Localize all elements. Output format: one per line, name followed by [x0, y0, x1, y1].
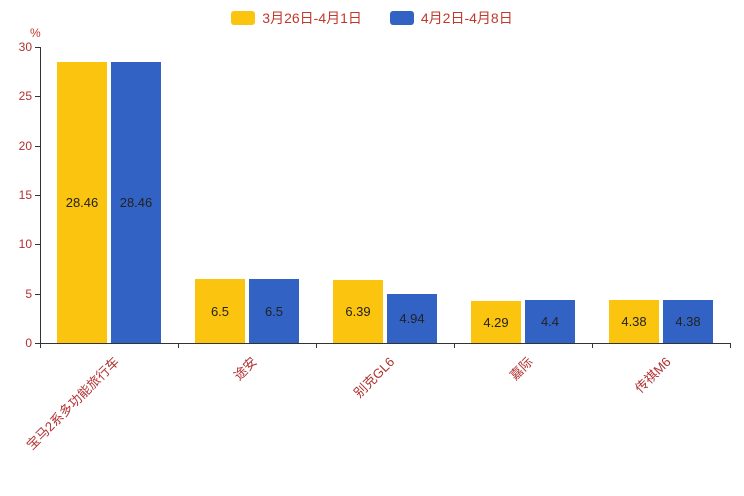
y-axis-tick [35, 343, 40, 344]
bar-series1[interactable]: 6.39 [333, 280, 383, 343]
bar-value-label: 4.4 [540, 314, 560, 329]
legend-item-series2[interactable]: 4月2日-4月8日 [389, 8, 513, 28]
bar-value-label: 28.46 [65, 195, 99, 210]
bar-value-label: 28.46 [119, 195, 153, 210]
bar-value-label: 4.29 [483, 314, 509, 330]
y-axis-tick-label: 25 [18, 89, 32, 104]
bar-value-label: 4.94 [399, 311, 425, 326]
x-axis-line [40, 343, 730, 344]
bar-value-label: 6.5 [264, 303, 284, 319]
legend: 3月26日-4月1日 4月2日-4月8日 [0, 8, 744, 28]
legend-item-series1[interactable]: 3月26日-4月1日 [231, 8, 362, 28]
bar-series2[interactable]: 4.4 [525, 300, 575, 343]
bar-series1[interactable]: 6.5 [195, 279, 245, 343]
bar-series2[interactable]: 4.38 [663, 300, 713, 343]
y-axis-unit-label: % [30, 26, 41, 40]
y-axis-tick-label: 10 [18, 237, 32, 252]
bar-value-label: 4.38 [675, 314, 701, 329]
y-axis-tick-label: 20 [18, 138, 32, 153]
y-axis-tick [35, 96, 40, 98]
y-axis-tick [35, 145, 40, 147]
x-axis-tick [316, 343, 317, 348]
bar-series2[interactable]: 4.94 [387, 294, 437, 343]
bar-series1[interactable]: 28.46 [57, 62, 107, 343]
bar-value-label: 6.5 [210, 303, 230, 319]
y-axis-tick [35, 47, 40, 48]
x-axis-tick [40, 343, 41, 348]
y-axis-line [40, 47, 41, 344]
bar-series1[interactable]: 4.29 [471, 301, 521, 343]
x-axis-category-label: 宝马2系多功能旅行车 [23, 354, 122, 453]
legend-swatch-yellow-icon [231, 11, 256, 25]
plot-area: 0 5 10 15 20 25 30 28.46 28.46 宝马2系多功能旅行车 6.5 6.5 途安… [19, 40, 731, 453]
x-axis-tick [178, 343, 179, 348]
y-axis-tick-label: 30 [18, 40, 32, 54]
legend-label-series2: 4月2日-4月8日 [420, 10, 513, 26]
y-axis-tick [35, 244, 40, 246]
bar-series2[interactable]: 28.46 [111, 62, 161, 343]
y-axis-tick-label: 15 [18, 188, 32, 202]
x-axis-tick [730, 343, 731, 348]
y-axis-tick [35, 195, 40, 196]
y-axis-tick [35, 293, 40, 295]
y-axis-tick-label: 0 [25, 336, 32, 350]
x-axis-category-label: 嘉际 [506, 354, 536, 384]
x-axis-tick [454, 343, 455, 348]
legend-label-series1: 3月26日-4月1日 [262, 10, 362, 26]
bar-value-label: 4.38 [621, 314, 647, 329]
x-axis-category-label: 别克GL6 [351, 354, 398, 401]
bar-series1[interactable]: 4.38 [609, 300, 659, 343]
x-axis-category-label: 途安 [230, 354, 260, 384]
y-axis-tick-label: 5 [25, 286, 32, 301]
legend-swatch-blue-icon [389, 11, 414, 25]
bar-series2[interactable]: 6.5 [249, 279, 299, 343]
x-axis-tick [592, 343, 593, 348]
bar-value-label: 6.39 [345, 304, 371, 319]
x-axis-category-label: 传祺M6 [631, 354, 674, 396]
